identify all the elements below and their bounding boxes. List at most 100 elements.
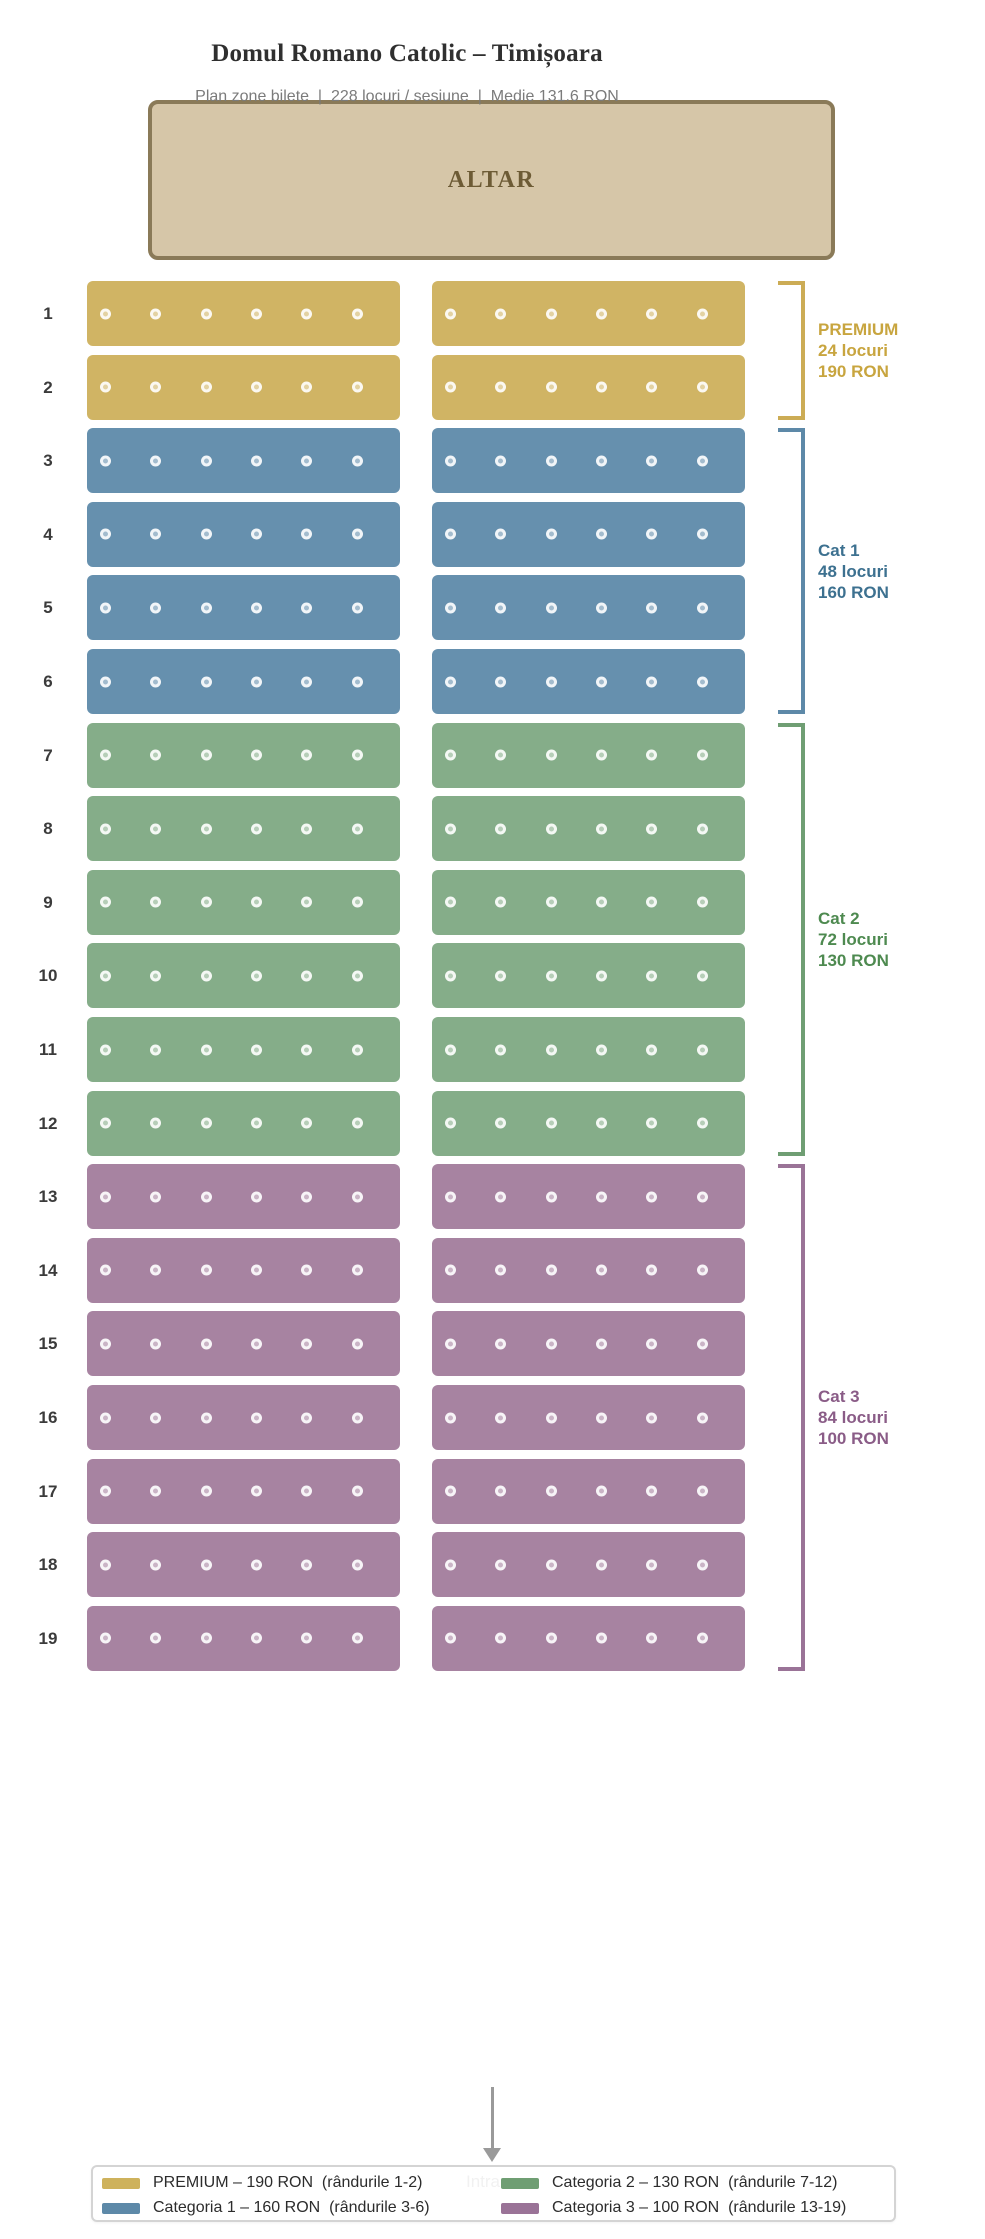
row-number: 18 <box>38 1555 58 1575</box>
seat-dot <box>301 749 313 761</box>
row-number: 13 <box>38 1187 58 1207</box>
seat-dot <box>301 602 313 614</box>
seat-dot <box>200 1338 212 1350</box>
seat-dot <box>545 823 557 835</box>
seat-dot <box>646 1632 658 1644</box>
seat-block-right <box>432 428 745 494</box>
section-bracket-cat3 <box>778 1164 805 1671</box>
seat-block-right <box>432 1532 745 1598</box>
seat-block-right <box>432 1311 745 1377</box>
seat-dot <box>696 528 708 540</box>
seat-dot <box>495 1412 507 1423</box>
seat-dot <box>495 749 507 761</box>
seat-dot <box>445 749 456 761</box>
seat-dot <box>646 528 658 540</box>
seat-dot <box>595 308 607 319</box>
seat-dot <box>250 1559 262 1571</box>
seat-dot <box>545 455 557 467</box>
seat-dot <box>150 1117 162 1129</box>
seat-dot <box>595 1485 607 1497</box>
row-number: 19 <box>38 1628 58 1648</box>
seat-block-left <box>87 1385 400 1450</box>
seat-dot <box>646 896 658 908</box>
seat-dot <box>595 676 607 687</box>
seat-dot <box>495 1191 507 1203</box>
seat-dot <box>545 1044 557 1055</box>
seat-dot <box>696 308 708 319</box>
seat-block-left <box>87 1605 400 1671</box>
seat-dot <box>545 1117 557 1129</box>
seat-block-left <box>87 354 400 420</box>
seat-dot <box>445 676 456 687</box>
seat-dot <box>200 676 212 687</box>
seat-dot <box>351 602 363 614</box>
seat-dot <box>351 528 363 540</box>
seat-block-right <box>432 1458 745 1524</box>
seat-dot <box>646 1338 658 1350</box>
seat-dot <box>250 749 262 761</box>
seat-block-left <box>87 1458 400 1524</box>
seat-dot <box>250 1632 262 1644</box>
seat-row-2: 2 <box>0 354 985 420</box>
legend-item: PREMIUM – 190 RON (rândurile 1-2) <box>102 2173 422 2193</box>
seat-block-left <box>87 943 400 1009</box>
seat-dot <box>100 1264 111 1276</box>
seat-dot <box>200 381 212 393</box>
seat-dot <box>150 1632 162 1644</box>
seat-dot <box>250 528 262 540</box>
seat-dot <box>150 896 162 908</box>
row-number: 17 <box>38 1481 58 1501</box>
seat-dot <box>646 1044 658 1055</box>
seat-dot <box>351 1117 363 1129</box>
seat-dot <box>150 381 162 393</box>
row-number: 14 <box>38 1260 58 1280</box>
seat-dot <box>351 308 363 319</box>
seat-dot <box>445 528 456 540</box>
seat-dot <box>696 1338 708 1350</box>
seat-row-8: 8 <box>0 796 985 862</box>
seat-row-14: 14 <box>0 1237 985 1303</box>
row-number: 8 <box>43 819 53 839</box>
seat-dot <box>646 1264 658 1276</box>
legend-box: PREMIUM – 190 RON (rândurile 1-2) Categor… <box>91 2165 896 2222</box>
seat-dot <box>646 1559 658 1571</box>
seat-dot <box>495 1485 507 1497</box>
seat-dot <box>250 970 262 982</box>
seat-dot <box>301 1264 313 1276</box>
legend-item: Categoria 1 – 160 RON (rândurile 3-6) <box>102 2198 430 2218</box>
seat-dot <box>100 528 111 540</box>
seat-row-16: 16 <box>0 1385 985 1450</box>
seat-dot <box>301 1632 313 1644</box>
seat-dot <box>445 1559 456 1571</box>
seat-dot <box>545 1338 557 1350</box>
seat-block-right <box>432 1385 745 1450</box>
seat-dot <box>495 528 507 540</box>
seat-dot <box>301 823 313 835</box>
seat-dot <box>445 381 456 393</box>
legend-label: PREMIUM – 190 RON (rândurile 1-2) <box>153 2174 423 2191</box>
seat-block-right <box>432 869 745 935</box>
section-label-cat3: Cat 3 84 locuri 100 RON <box>818 1387 889 1448</box>
seat-dot <box>545 1559 557 1571</box>
seat-dot <box>696 1044 708 1055</box>
seat-dot <box>301 1044 313 1055</box>
seat-row-10: 10 <box>0 943 985 1009</box>
seat-block-left <box>87 796 400 862</box>
seat-dot <box>351 1632 363 1644</box>
seat-dot <box>250 1191 262 1203</box>
section-bracket-cat2 <box>778 722 805 1156</box>
seat-block-left <box>87 501 400 567</box>
seat-dot <box>100 602 111 614</box>
seat-row-12: 12 <box>0 1090 985 1156</box>
seat-row-17: 17 <box>0 1458 985 1524</box>
section-label-premium: PREMIUM 24 locuri 190 RON <box>818 319 899 381</box>
seat-dot <box>696 823 708 835</box>
seat-dot <box>696 1191 708 1203</box>
seat-dot <box>351 1264 363 1276</box>
seat-dot <box>545 676 557 687</box>
seat-dot <box>351 1485 363 1497</box>
seat-dot <box>301 970 313 982</box>
legend-swatch-icon <box>102 2177 140 2189</box>
seat-dot <box>595 1117 607 1129</box>
seat-dot <box>595 1264 607 1276</box>
